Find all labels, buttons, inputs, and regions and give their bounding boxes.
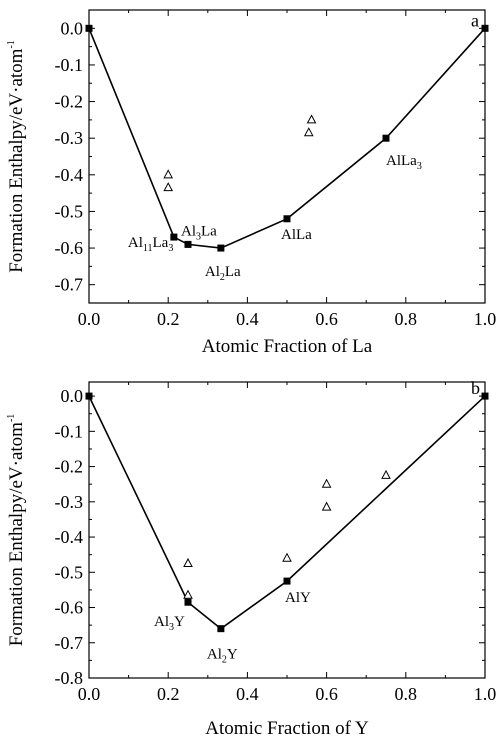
y-tick-label: -0.5 — [55, 201, 84, 221]
panel-a: 0.0 0.2 0.4 0.6 0.8 1.0 0.0 -0.1 -0.2 -0.3 -0.4 -0.… — [6, 9, 497, 357]
data-point-triangle — [163, 169, 174, 179]
data-point-square — [170, 233, 178, 241]
data-point-square — [382, 134, 390, 142]
data-point-triangle — [183, 589, 193, 599]
x-tick-label: 1.0 — [474, 309, 497, 329]
data-point-square — [217, 625, 225, 633]
x-tick-label: 0.8 — [395, 309, 418, 329]
data-point-square — [481, 392, 489, 400]
data-point-square — [283, 577, 291, 585]
x-tick-label: 0.6 — [315, 309, 338, 329]
y-tick-label: -0.1 — [55, 421, 84, 441]
data-point-triangle — [183, 557, 193, 567]
data-point-square — [184, 240, 192, 248]
y-axis-label: Formation Enthalpy/eV·atom-1 — [6, 40, 27, 273]
y-tick-label: -0.5 — [55, 562, 84, 582]
y-tick-label: -0.7 — [55, 633, 84, 653]
data-point-triangle — [282, 552, 292, 562]
x-tick-label: 0.6 — [315, 684, 338, 704]
x-tick-label: 0.4 — [236, 684, 259, 704]
data-point-triangle — [163, 182, 174, 192]
y-tick-label: -0.6 — [55, 238, 84, 258]
point-annotation: Al2Y — [207, 647, 238, 666]
x-axis-label: Atomic Fraction of Y — [205, 718, 369, 739]
data-point-square — [481, 24, 489, 32]
y-tick-label: 0.0 — [61, 18, 84, 38]
data-point-triangle — [321, 501, 332, 511]
x-tick-label: 1.0 — [474, 684, 497, 704]
y-tick-label: -0.3 — [55, 128, 84, 148]
data-point-triangle — [303, 127, 314, 137]
x-tick-label: 0.0 — [78, 309, 101, 329]
x-tick-label: 0.0 — [78, 684, 101, 704]
y-tick-label: -0.8 — [55, 668, 84, 688]
x-tick-label: 0.4 — [236, 309, 259, 329]
y-tick-label: -0.6 — [55, 598, 84, 618]
y-tick-label: -0.3 — [55, 492, 84, 512]
y-tick-label: -0.2 — [55, 92, 84, 112]
plot-frame — [88, 381, 486, 679]
data-point-square — [283, 215, 291, 223]
data-point-triangle — [306, 114, 317, 124]
point-annotation: AlY — [285, 590, 311, 606]
x-tick-label: 0.2 — [157, 309, 180, 329]
y-axis-label: Formation Enthalpy/eV·atom-1 — [6, 414, 27, 647]
panel-letter-label: b — [471, 378, 480, 398]
point-annotation: Al3Y — [154, 614, 185, 633]
y-tick-label: 0.0 — [61, 386, 84, 406]
point-annotation: AlLa — [281, 227, 312, 243]
plot-frame — [88, 9, 486, 304]
data-point-triangle — [381, 469, 391, 479]
panel-b: 0.0 0.2 0.4 0.6 0.8 1.0 0.0 -0.1 -0.2 -0.3 -0.4 -0.… — [6, 378, 496, 739]
point-annotation: Al2La — [205, 264, 241, 283]
y-tick-label: -0.4 — [55, 165, 84, 185]
x-axis-label: Atomic Fraction of La — [202, 336, 373, 357]
data-point-square — [85, 24, 93, 32]
x-tick-label: 0.8 — [395, 684, 418, 704]
y-tick-label: -0.4 — [55, 527, 84, 547]
point-annotation: Al11La3 — [128, 235, 173, 254]
y-tick-label: -0.7 — [55, 275, 84, 295]
panel-letter-label: a — [471, 10, 479, 30]
data-point-square — [85, 392, 93, 400]
y-tick-label: -0.2 — [55, 457, 84, 477]
data-point-triangle — [321, 478, 332, 488]
y-tick-label: -0.1 — [55, 55, 84, 75]
data-point-square — [184, 598, 192, 606]
point-annotation: AlLa3 — [386, 153, 422, 172]
data-point-square — [217, 244, 225, 252]
series-line — [88, 27, 486, 249]
x-tick-label: 0.2 — [157, 684, 180, 704]
point-annotation: Al3La — [181, 223, 217, 242]
